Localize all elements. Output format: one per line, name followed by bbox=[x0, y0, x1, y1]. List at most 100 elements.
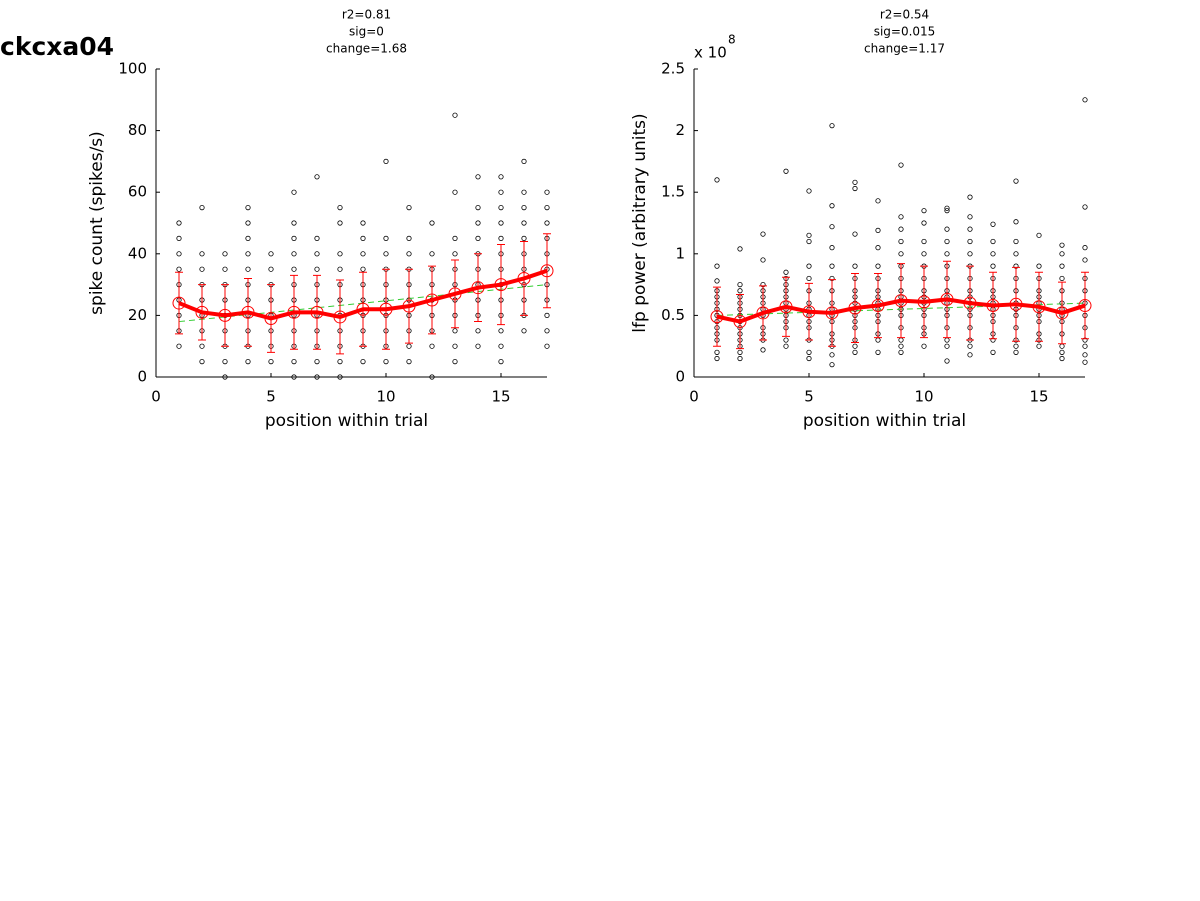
trial-point bbox=[452, 251, 458, 257]
mean-marker bbox=[802, 305, 816, 319]
trial-point bbox=[429, 374, 435, 380]
trial-point bbox=[783, 343, 789, 349]
axis-multiplier: x 10 bbox=[694, 44, 727, 62]
panel: r2=0.81 sig=0 change=1.68 0 5 10 15 0 20 40 60 80 10… bbox=[87, 8, 554, 431]
trial-point bbox=[475, 343, 481, 349]
trial-point bbox=[1013, 343, 1019, 349]
trial-point bbox=[944, 337, 950, 343]
trial-point bbox=[829, 352, 835, 358]
mean-marker bbox=[986, 299, 1000, 313]
trial-point bbox=[222, 266, 228, 272]
trial-point bbox=[429, 251, 435, 257]
trial-point bbox=[1059, 349, 1065, 355]
trial-point bbox=[737, 246, 743, 252]
trial-point bbox=[1036, 343, 1042, 349]
trial-point bbox=[921, 251, 927, 257]
trial-point bbox=[967, 251, 973, 257]
trial-point bbox=[245, 220, 251, 226]
trial-point bbox=[783, 269, 789, 275]
trial-point bbox=[337, 358, 343, 365]
trial-point bbox=[498, 358, 504, 365]
trial-point bbox=[1082, 257, 1088, 263]
y-tick-label: 2 bbox=[675, 121, 685, 139]
trial-point bbox=[406, 358, 412, 365]
mean-marker bbox=[517, 271, 531, 285]
trial-point bbox=[1059, 355, 1065, 362]
y-tick-label: 2.5 bbox=[661, 60, 685, 78]
trial-point bbox=[829, 224, 835, 230]
trial-point bbox=[944, 343, 950, 349]
mean-marker bbox=[871, 299, 885, 313]
trial-point bbox=[898, 343, 904, 349]
trial-point bbox=[967, 194, 973, 200]
panel: r2=0.54 sig=0.015 change=1.17 0 5 10 15 0 0.5 1 1.… bbox=[630, 8, 1092, 431]
trial-point bbox=[990, 238, 996, 245]
mean-marker bbox=[241, 305, 255, 319]
trial-point bbox=[829, 123, 835, 129]
x-tick-label: 10 bbox=[914, 388, 933, 406]
trial-point bbox=[944, 251, 950, 257]
trial-point bbox=[875, 337, 881, 343]
trial-point bbox=[222, 358, 228, 365]
trial-point bbox=[990, 263, 996, 269]
axis-multiplier-exponent: 8 bbox=[728, 33, 736, 47]
mean-marker bbox=[471, 281, 485, 295]
trial-point bbox=[314, 266, 320, 272]
trial-point bbox=[806, 238, 812, 245]
trial-point bbox=[360, 235, 366, 241]
trial-point bbox=[1036, 232, 1042, 238]
trial-point bbox=[737, 349, 743, 355]
mean-marker bbox=[733, 315, 747, 329]
trial-point bbox=[245, 235, 251, 241]
trial-point bbox=[898, 238, 904, 245]
trial-point bbox=[875, 245, 881, 251]
trial-point bbox=[498, 205, 504, 211]
trial-point bbox=[898, 162, 904, 168]
x-tick-label: 0 bbox=[151, 388, 161, 406]
trial-point bbox=[829, 263, 835, 269]
trial-point bbox=[176, 266, 182, 272]
trial-point bbox=[852, 263, 858, 269]
trial-point bbox=[714, 349, 720, 355]
trial-point bbox=[1082, 204, 1088, 210]
trial-point bbox=[714, 177, 720, 183]
trial-point bbox=[544, 220, 550, 226]
trial-point bbox=[429, 220, 435, 226]
trial-point bbox=[967, 343, 973, 349]
trial-point bbox=[898, 214, 904, 220]
trial-point bbox=[944, 208, 950, 214]
trial-point bbox=[1082, 343, 1088, 349]
trial-point bbox=[898, 337, 904, 343]
trial-point bbox=[714, 263, 720, 269]
trial-point bbox=[944, 226, 950, 232]
x-tick-label: 5 bbox=[804, 388, 814, 406]
trial-point bbox=[199, 251, 205, 257]
trial-point bbox=[1082, 359, 1088, 365]
y-tick-label: 60 bbox=[128, 183, 147, 201]
trial-point bbox=[875, 227, 881, 233]
y-tick-label: 1 bbox=[675, 244, 685, 262]
mean-line bbox=[178, 268, 548, 321]
trial-point bbox=[406, 205, 412, 211]
trial-point bbox=[314, 174, 320, 180]
mean-marker bbox=[1032, 300, 1046, 314]
mean-marker bbox=[264, 311, 278, 325]
trial-point bbox=[967, 238, 973, 245]
trial-point bbox=[291, 374, 297, 380]
trial-point bbox=[452, 112, 458, 118]
trial-point bbox=[245, 251, 251, 257]
trial-point bbox=[360, 251, 366, 257]
chart-title: r2=0.81 bbox=[342, 8, 391, 22]
trial-point bbox=[783, 337, 789, 343]
chart-title: change=1.68 bbox=[326, 42, 407, 56]
trial-point bbox=[1036, 263, 1042, 269]
trial-point bbox=[544, 312, 550, 318]
trial-point bbox=[829, 245, 835, 251]
trial-point bbox=[337, 251, 343, 257]
trial-point bbox=[291, 358, 297, 365]
trial-point bbox=[875, 263, 881, 269]
mean-marker bbox=[940, 292, 954, 306]
mean-marker bbox=[1055, 306, 1069, 320]
mean-marker bbox=[540, 264, 554, 278]
